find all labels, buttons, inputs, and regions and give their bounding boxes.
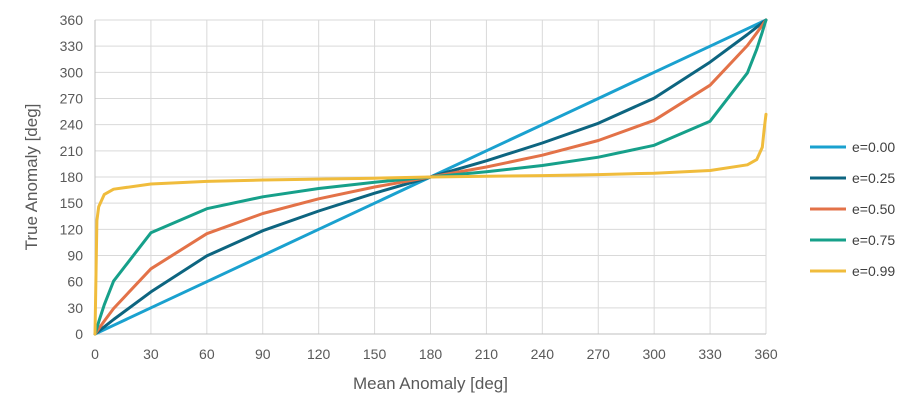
x-tick-label: 180 [419, 346, 443, 362]
x-tick-label: 330 [698, 346, 722, 362]
y-tick-label: 60 [67, 274, 83, 290]
legend-label: e=0.25 [852, 170, 895, 186]
legend-label: e=0.00 [852, 139, 895, 155]
series-line-4 [93, 112, 768, 336]
y-tick-label: 90 [67, 248, 83, 264]
y-tick-label: 360 [60, 12, 84, 28]
legend-label: e=0.99 [852, 263, 895, 279]
y-tick-label: 120 [60, 221, 84, 237]
x-tick-label: 210 [475, 346, 499, 362]
y-axis-title: True Anomaly [deg] [22, 104, 41, 251]
x-tick-label: 360 [754, 346, 778, 362]
y-tick-label: 300 [60, 64, 84, 80]
y-axis-tick-labels: 0 30 60 90 120 150 180 210 240 270 300 330 360 [60, 12, 84, 342]
x-axis-title: Mean Anomaly [deg] [353, 374, 508, 393]
x-tick-label: 300 [642, 346, 666, 362]
x-tick-label: 240 [531, 346, 555, 362]
x-tick-label: 270 [587, 346, 611, 362]
x-tick-label: 90 [255, 346, 271, 362]
y-tick-label: 240 [60, 117, 84, 133]
y-tick-label: 30 [67, 300, 83, 316]
y-tick-label: 180 [60, 169, 84, 185]
legend-label: e=0.50 [852, 201, 895, 217]
x-tick-label: 120 [307, 346, 331, 362]
y-tick-label: 330 [60, 38, 84, 54]
x-tick-label: 30 [143, 346, 159, 362]
y-tick-label: 270 [60, 91, 84, 107]
x-axis-tick-labels: 0 30 60 90 120 150 180 210 240 270 300 330 360 [91, 346, 778, 362]
x-tick-label: 0 [91, 346, 99, 362]
y-tick-label: 210 [60, 143, 84, 159]
y-tick-label: 150 [60, 195, 84, 211]
x-tick-label: 60 [199, 346, 215, 362]
plot-area [93, 18, 768, 336]
y-tick-label: 0 [75, 326, 83, 342]
x-tick-label: 150 [363, 346, 387, 362]
legend-label: e=0.75 [852, 232, 895, 248]
legend: e=0.00 e=0.25 e=0.50 e=0.75 e=0.99 [810, 139, 895, 279]
